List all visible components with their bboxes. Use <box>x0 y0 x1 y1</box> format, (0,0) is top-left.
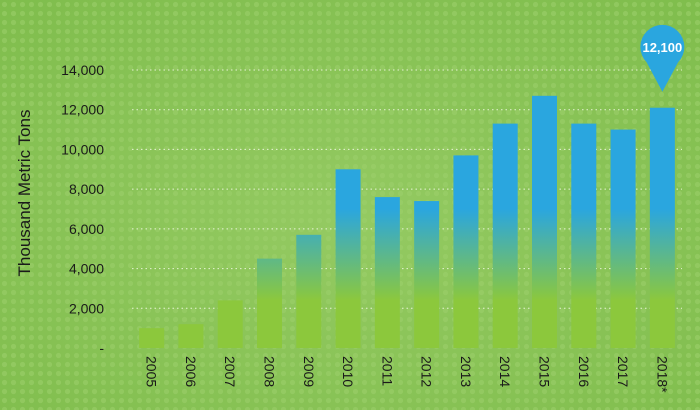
y-tick-label: 10,000 <box>61 141 104 157</box>
bar-2009 <box>296 234 322 348</box>
y-tick-label: 2,000 <box>69 300 104 316</box>
bar-2016 <box>571 123 597 348</box>
x-tick-label: 2013 <box>458 356 474 387</box>
bar-2008 <box>257 258 282 348</box>
y-tick-label: 4,000 <box>69 261 104 277</box>
bar-2005 <box>139 328 165 348</box>
bar-2017 <box>610 129 636 348</box>
x-tick-label: 2011 <box>379 356 395 386</box>
bar-2013 <box>453 155 479 348</box>
x-tick-label: 2017 <box>615 356 631 387</box>
y-tick-label: 12,000 <box>61 102 104 118</box>
y-tick-label: 14,000 <box>61 62 104 78</box>
callout-value: 12,100 <box>642 40 682 55</box>
x-tick-label: 2015 <box>537 356 553 387</box>
bar-2012 <box>414 201 440 348</box>
bar-2010 <box>335 169 361 348</box>
x-axis-ticks: 2005 2006 2007 2008 2009 2010 2011 2012 2013 2014… <box>144 356 671 393</box>
x-tick-label: 2005 <box>144 356 160 387</box>
y-tick-label: 6,000 <box>69 221 104 237</box>
bar-2018-star <box>649 107 675 348</box>
x-tick-label: 2008 <box>262 356 278 387</box>
y-tick-label: 8,000 <box>69 181 104 197</box>
x-tick-label: 2009 <box>301 356 317 387</box>
bar-2006 <box>178 324 204 348</box>
y-axis-ticks: - 2,000 4,000 6,000 8,000 10,000 12,000 14,000 <box>61 62 104 356</box>
gridlines <box>132 69 682 309</box>
x-tick-label: 2016 <box>576 356 592 387</box>
y-axis-label: Thousand Metric Tons <box>15 110 34 277</box>
bar-2015 <box>532 95 557 348</box>
x-tick-label: 2018* <box>654 356 670 393</box>
bar-2011 <box>374 197 400 348</box>
bar-2007 <box>217 300 243 348</box>
bars <box>139 95 675 348</box>
x-tick-label: 2012 <box>419 356 435 387</box>
callout-pin <box>640 24 685 92</box>
value-callout: 12,100 <box>640 24 685 92</box>
bar-2014 <box>492 123 518 348</box>
x-tick-label: 2014 <box>497 356 513 387</box>
x-tick-label: 2010 <box>340 356 356 387</box>
x-tick-label: 2006 <box>183 356 199 387</box>
x-tick-label: 2007 <box>222 356 238 387</box>
y-tick-label: - <box>99 340 104 356</box>
